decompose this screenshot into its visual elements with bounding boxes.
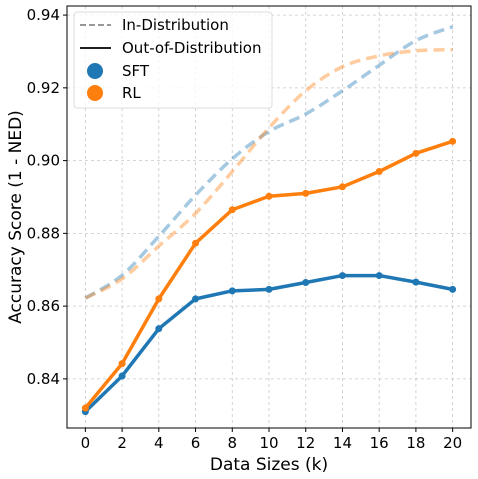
- y-axis-label: Accuracy Score (1 - NED): [6, 110, 26, 324]
- legend-rl-marker: [87, 85, 103, 101]
- x-axis-ticks: 0 2 4 6 8 10 12 14 16 18 20: [81, 428, 462, 452]
- data-point-rl-out-of-distribution: [265, 192, 273, 200]
- data-point-rl-out-of-distribution: [412, 149, 420, 157]
- series-line-sft-in-distribution: [84, 25, 454, 300]
- data-point-rl-out-of-distribution: [375, 168, 383, 176]
- legend-out-of-distribution-label: Out-of-Distribution: [122, 39, 261, 57]
- data-point-sft-out-of-distribution: [375, 272, 383, 280]
- data-point-sft-out-of-distribution: [192, 295, 200, 303]
- data-point-rl-out-of-distribution: [81, 404, 89, 412]
- y-tick-label: 0.84: [27, 370, 60, 388]
- data-point-rl-out-of-distribution: [192, 239, 200, 247]
- y-tick-label: 0.94: [27, 6, 60, 24]
- data-point-sft-out-of-distribution: [302, 278, 310, 286]
- legend-sft-label: SFT: [122, 62, 150, 80]
- data-point-sft-out-of-distribution: [118, 372, 126, 380]
- series-layer: [81, 25, 457, 416]
- x-tick-label: 10: [259, 434, 278, 452]
- legend-in-distribution-label: In-Distribution: [122, 16, 229, 34]
- x-tick-label: 18: [406, 434, 425, 452]
- x-tick-label: 2: [117, 434, 127, 452]
- x-tick-label: 12: [296, 434, 315, 452]
- x-tick-label: 0: [81, 434, 91, 452]
- legend-sft-marker: [87, 63, 103, 79]
- data-point-sft-out-of-distribution: [449, 285, 457, 293]
- x-tick-label: 8: [227, 434, 237, 452]
- y-tick-label: 0.86: [27, 297, 60, 315]
- x-tick-label: 6: [191, 434, 201, 452]
- data-point-sft-out-of-distribution: [155, 325, 163, 333]
- data-point-sft-out-of-distribution: [228, 287, 236, 295]
- data-point-sft-out-of-distribution: [338, 272, 346, 280]
- y-tick-label: 0.88: [27, 224, 60, 242]
- x-tick-label: 14: [333, 434, 352, 452]
- legend: In-Distribution Out-of-Distribution SFT …: [73, 11, 273, 109]
- series-line-rl-in-distribution: [84, 47, 453, 300]
- data-point-rl-out-of-distribution: [302, 189, 310, 197]
- data-point-sft-out-of-distribution: [265, 285, 273, 293]
- legend-rl-label: RL: [122, 84, 141, 102]
- data-point-rl-out-of-distribution: [228, 206, 236, 214]
- data-point-rl-out-of-distribution: [155, 295, 163, 303]
- legend-box: [73, 11, 273, 109]
- x-tick-label: 20: [443, 434, 462, 452]
- y-axis-ticks: 0.84 0.86 0.88 0.90 0.92 0.94: [27, 6, 67, 388]
- x-tick-label: 4: [154, 434, 164, 452]
- y-tick-label: 0.90: [27, 152, 60, 170]
- data-point-rl-out-of-distribution: [118, 360, 126, 368]
- data-point-rl-out-of-distribution: [338, 183, 346, 191]
- data-point-sft-out-of-distribution: [412, 278, 420, 286]
- data-point-rl-out-of-distribution: [449, 137, 457, 145]
- x-tick-label: 16: [370, 434, 389, 452]
- y-tick-label: 0.92: [27, 79, 60, 97]
- x-axis-label: Data Sizes (k): [210, 455, 328, 475]
